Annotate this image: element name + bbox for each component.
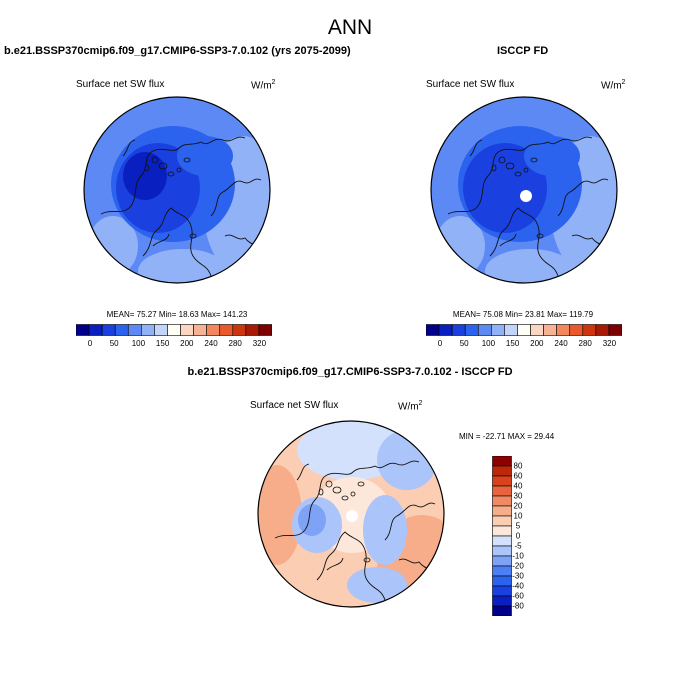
colorbar-swatch (154, 324, 168, 336)
colorbar-tick-label: 50 (459, 339, 469, 348)
colorbar-swatch (245, 324, 260, 336)
colorbar-swatch (492, 605, 512, 616)
colorbar-swatch (491, 324, 505, 336)
colorbar-swatch (141, 324, 155, 336)
colorbar-swatch (426, 324, 440, 336)
right-polar-map (430, 96, 618, 284)
colorbar-swatch (101, 324, 116, 336)
colorbar-tick-label: -60 (512, 591, 524, 601)
colorbar-tick-label: 280 (578, 339, 592, 348)
colorbar-swatch (232, 324, 247, 336)
colorbar-swatch (477, 324, 492, 336)
colorbar-swatch (608, 324, 622, 336)
colorbar-tick-label: 50 (109, 339, 119, 348)
colorbar-swatch (504, 324, 518, 336)
colorbar-swatch (180, 324, 194, 336)
colorbar-swatch (543, 324, 557, 336)
colorbar-tick-label: 240 (204, 339, 218, 348)
colorbar-tick-label: 10 (513, 511, 523, 521)
colorbar-tick-label: 150 (505, 339, 520, 348)
figure-title: ANN (327, 16, 373, 39)
colorbar-tick-label: 40 (513, 481, 523, 491)
colorbar-swatch (492, 515, 512, 527)
colorbar-tick-label: 5 (515, 521, 521, 531)
colorbar-swatch (258, 324, 272, 336)
diff-colorbar (492, 456, 512, 616)
right-units-label: W/m2 (601, 79, 626, 92)
right-variable-label: Surface net SW flux (426, 79, 515, 90)
colorbar-swatch (76, 324, 90, 336)
left-stats: MEAN= 75.27 Min= 18.63 Max= 141.23 (106, 310, 248, 319)
colorbar-tick-label: 320 (252, 339, 267, 348)
colorbar-swatch (492, 505, 512, 517)
colorbar-swatch (569, 324, 584, 336)
colorbar-tick-label: 20 (513, 501, 523, 511)
colorbar-swatch (492, 555, 512, 567)
colorbar-swatch (492, 495, 512, 507)
colorbar-tick-label: 0 (515, 531, 521, 541)
colorbar-swatch (582, 324, 597, 336)
diff-polar-map (257, 420, 445, 608)
colorbar-tick-label: 0 (87, 339, 93, 348)
right-colorbar (426, 324, 622, 336)
colorbar-swatch (438, 324, 453, 336)
left-colorbar (76, 324, 272, 336)
colorbar-swatch (193, 324, 207, 336)
right-panel-title: ISCCP FD (497, 45, 549, 57)
colorbar-tick-label: 200 (180, 339, 194, 348)
colorbar-tick-label: 280 (228, 339, 242, 348)
right-stats: MEAN= 75.08 Min= 23.81 Max= 119.79 (452, 310, 594, 319)
colorbar-swatch (206, 324, 221, 336)
colorbar-tick-label: 30 (513, 491, 523, 501)
colorbar-swatch (517, 324, 531, 336)
diff-units-label: W/m2 (398, 400, 423, 413)
colorbar-swatch (88, 324, 103, 336)
colorbar-tick-label: -20 (512, 561, 524, 571)
colorbar-swatch (114, 324, 129, 336)
colorbar-swatch (127, 324, 142, 336)
colorbar-tick-label: 100 (131, 339, 146, 348)
colorbar-swatch (492, 465, 512, 477)
colorbar-swatch (492, 535, 512, 547)
colorbar-tick-label: 60 (513, 471, 523, 481)
left-panel-title: b.e21.BSSP370cmip6.f09_g17.CMIP6-SSP3-7.… (4, 45, 351, 57)
colorbar-swatch (167, 324, 181, 336)
diff-variable-label: Surface net SW flux (250, 400, 339, 411)
colorbar-tick-label: 150 (155, 339, 170, 348)
colorbar-swatch (595, 324, 610, 336)
colorbar-swatch (219, 324, 234, 336)
colorbar-swatch (492, 595, 512, 607)
colorbar-swatch (492, 475, 512, 487)
colorbar-swatch (492, 525, 512, 537)
colorbar-tick-label: -10 (512, 551, 524, 561)
colorbar-tick-label: -30 (512, 571, 524, 581)
colorbar-swatch (530, 324, 544, 336)
left-units-label: W/m2 (251, 79, 276, 92)
colorbar-swatch (492, 565, 512, 577)
colorbar-tick-label: -40 (512, 581, 524, 591)
left-variable-label: Surface net SW flux (76, 79, 165, 90)
colorbar-swatch (451, 324, 466, 336)
colorbar-tick-label: -80 (512, 601, 524, 611)
colorbar-tick-label: 100 (481, 339, 496, 348)
colorbar-tick-label: 200 (530, 339, 544, 348)
colorbar-tick-label: 80 (513, 461, 523, 471)
colorbar-tick-label: 320 (602, 339, 617, 348)
colorbar-swatch (492, 456, 512, 467)
colorbar-swatch (492, 585, 512, 597)
colorbar-tick-label: 240 (554, 339, 568, 348)
diff-panel-title: b.e21.BSSP370cmip6.f09_g17.CMIP6-SSP3-7.… (187, 366, 513, 378)
colorbar-tick-label: -5 (514, 541, 522, 551)
colorbar-swatch (556, 324, 571, 336)
colorbar-swatch (464, 324, 479, 336)
colorbar-tick-label: 0 (437, 339, 443, 348)
colorbar-swatch (492, 485, 512, 497)
left-polar-map (83, 96, 271, 284)
colorbar-swatch (492, 545, 512, 557)
colorbar-swatch (492, 575, 512, 587)
diff-stats: MIN = -22.71 MAX = 29.44 (459, 432, 555, 441)
